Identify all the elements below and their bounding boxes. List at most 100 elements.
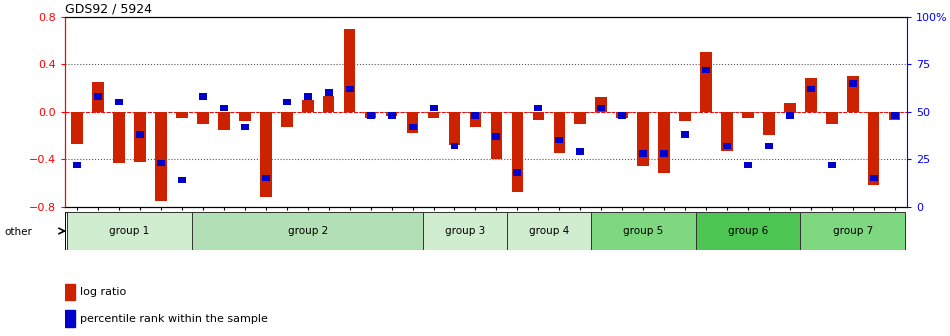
Bar xyxy=(429,104,438,111)
Bar xyxy=(469,112,482,127)
Bar xyxy=(744,162,752,168)
Bar xyxy=(283,99,291,106)
Text: group 3: group 3 xyxy=(445,226,485,236)
Bar xyxy=(868,112,880,185)
Bar xyxy=(826,112,838,124)
Bar xyxy=(660,150,668,157)
Bar xyxy=(428,112,439,118)
Bar xyxy=(262,175,270,181)
Bar xyxy=(65,284,75,300)
Bar xyxy=(554,112,565,153)
Bar xyxy=(598,104,605,111)
Text: group 1: group 1 xyxy=(109,226,150,236)
Bar xyxy=(134,112,146,162)
Bar xyxy=(637,112,649,166)
Text: group 4: group 4 xyxy=(529,226,569,236)
Bar xyxy=(681,131,689,138)
Bar xyxy=(577,148,584,155)
Bar xyxy=(471,112,480,119)
Bar xyxy=(407,112,418,133)
Bar xyxy=(507,212,591,250)
Bar xyxy=(365,112,376,118)
Bar xyxy=(596,97,607,112)
Bar xyxy=(367,112,374,119)
Bar xyxy=(199,93,207,100)
Bar xyxy=(492,133,501,140)
Bar xyxy=(157,160,165,166)
Bar xyxy=(408,124,416,130)
Bar xyxy=(71,112,83,144)
Bar xyxy=(847,76,859,112)
Bar xyxy=(679,112,691,121)
Bar xyxy=(344,29,355,112)
Bar xyxy=(73,162,81,168)
Bar xyxy=(784,103,796,112)
Bar xyxy=(260,112,272,197)
Bar xyxy=(805,79,817,112)
Text: log ratio: log ratio xyxy=(80,287,125,297)
Text: GDS92 / 5924: GDS92 / 5924 xyxy=(65,3,152,16)
Bar xyxy=(534,104,542,111)
Bar xyxy=(176,112,188,118)
Text: other: other xyxy=(5,227,32,237)
Bar xyxy=(241,124,249,130)
Bar xyxy=(827,162,836,168)
Bar xyxy=(575,112,586,124)
Bar xyxy=(695,212,800,250)
Bar xyxy=(763,112,774,135)
Bar xyxy=(700,52,712,112)
Bar xyxy=(870,175,878,181)
Bar xyxy=(490,112,503,159)
Bar xyxy=(617,112,628,118)
Bar xyxy=(513,169,522,176)
Bar xyxy=(136,131,144,138)
Bar xyxy=(556,137,563,143)
Bar xyxy=(618,112,626,119)
Bar xyxy=(591,212,695,250)
Bar xyxy=(281,112,293,127)
Bar xyxy=(807,86,815,92)
Bar xyxy=(302,100,314,112)
Bar xyxy=(386,112,397,117)
Bar xyxy=(239,112,251,121)
Bar xyxy=(94,93,102,100)
Bar xyxy=(423,212,507,250)
Bar xyxy=(448,112,460,145)
Bar xyxy=(113,112,124,163)
Bar xyxy=(786,112,794,119)
Bar xyxy=(765,142,773,149)
Bar xyxy=(512,112,523,193)
Bar xyxy=(66,212,193,250)
Text: group 7: group 7 xyxy=(832,226,873,236)
Bar xyxy=(800,212,905,250)
Text: group 6: group 6 xyxy=(728,226,768,236)
Bar xyxy=(325,89,332,96)
Bar xyxy=(219,104,228,111)
Bar xyxy=(658,112,670,173)
Bar xyxy=(198,112,209,124)
Bar xyxy=(92,82,104,112)
Bar xyxy=(388,112,395,119)
Text: percentile rank within the sample: percentile rank within the sample xyxy=(80,314,268,324)
Bar xyxy=(891,112,899,119)
Bar xyxy=(115,99,124,106)
Bar xyxy=(346,86,353,92)
Bar xyxy=(323,96,334,112)
Bar xyxy=(65,310,75,327)
Bar xyxy=(450,142,459,149)
Bar xyxy=(848,80,857,86)
Bar xyxy=(155,112,167,201)
Bar xyxy=(178,177,186,183)
Bar xyxy=(889,112,901,120)
Text: group 5: group 5 xyxy=(623,226,663,236)
Bar xyxy=(742,112,753,118)
Bar xyxy=(723,142,731,149)
Bar xyxy=(193,212,423,250)
Bar xyxy=(721,112,732,151)
Bar xyxy=(533,112,544,120)
Text: group 2: group 2 xyxy=(288,226,328,236)
Bar xyxy=(304,93,312,100)
Bar xyxy=(702,67,710,73)
Bar xyxy=(639,150,647,157)
Bar xyxy=(218,112,230,129)
